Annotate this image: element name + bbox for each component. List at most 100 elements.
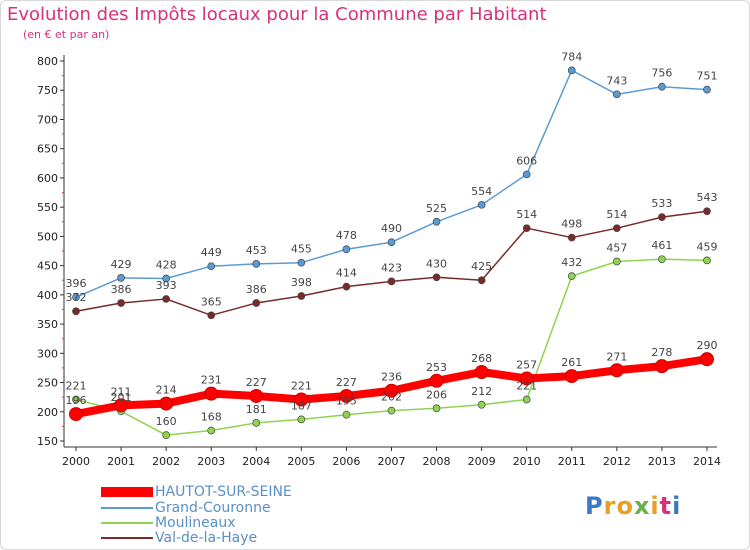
data-label: 160 <box>156 415 177 428</box>
data-label: 187 <box>291 399 312 412</box>
y-tick-label: 600 <box>37 172 58 185</box>
x-tick-label: 2003 <box>197 455 225 468</box>
data-label: 756 <box>651 67 672 80</box>
data-label: 490 <box>381 222 402 235</box>
legend-swatch <box>101 537 153 539</box>
logo-letter: t <box>659 492 673 520</box>
data-point <box>658 255 666 264</box>
data-label: 453 <box>246 244 267 257</box>
y-tick-label: 550 <box>37 201 58 214</box>
y-tick-label: 650 <box>37 143 58 156</box>
logo-letter: i <box>672 492 682 520</box>
data-label: 201 <box>111 391 132 404</box>
x-tick-label: 2000 <box>62 455 90 468</box>
data-point <box>297 258 306 267</box>
data-label: 372 <box>66 291 87 304</box>
legend-entry: Grand-Couronne <box>101 500 271 516</box>
data-label: 386 <box>246 283 267 296</box>
data-point <box>567 272 576 280</box>
data-point <box>384 383 399 398</box>
legend-label: Val-de-la-Haye <box>155 530 258 546</box>
data-label: 227 <box>246 376 267 389</box>
data-label: 278 <box>651 346 672 359</box>
data-point <box>342 282 351 291</box>
logo-letter: o <box>616 492 634 520</box>
legend-label: Grand-Couronne <box>155 500 271 516</box>
data-label: 455 <box>291 243 312 256</box>
y-tick-label: 450 <box>37 260 58 273</box>
data-label: 525 <box>426 202 447 215</box>
legend-entry: Moulineaux <box>101 515 236 531</box>
chart-subtitle: (en € et par an) <box>23 28 110 41</box>
data-point <box>204 386 219 401</box>
data-label: 253 <box>426 361 447 374</box>
data-point <box>117 299 125 307</box>
data-point <box>477 276 486 285</box>
data-label: 261 <box>561 356 582 369</box>
data-label: 181 <box>246 403 267 416</box>
data-point <box>342 410 351 419</box>
data-label: 257 <box>516 358 537 371</box>
logo-letter: P <box>585 492 604 520</box>
data-label: 206 <box>426 388 447 401</box>
data-point <box>252 299 261 307</box>
data-point <box>252 419 261 427</box>
data-label: 221 <box>66 379 87 392</box>
data-point <box>162 274 170 283</box>
logo-letter: x <box>633 492 651 520</box>
x-tick-label: 2014 <box>693 455 721 468</box>
data-point <box>699 352 714 367</box>
data-point <box>658 213 666 221</box>
proxiti-logo: Proxiti <box>585 492 681 520</box>
logo-letter: r <box>603 492 617 520</box>
data-label: 398 <box>291 276 312 289</box>
data-point <box>339 388 354 403</box>
x-tick-label: 2011 <box>558 455 586 468</box>
data-label: 430 <box>426 257 447 270</box>
legend-entry: Val-de-la-Haye <box>101 530 258 546</box>
x-tick-label: 2001 <box>107 455 135 468</box>
data-point <box>474 365 489 380</box>
data-label: 195 <box>336 395 357 408</box>
data-point <box>609 363 624 378</box>
x-tick-label: 2009 <box>468 455 496 468</box>
x-tick-label: 2004 <box>242 455 270 468</box>
data-point <box>567 233 576 242</box>
data-label: 214 <box>156 384 177 397</box>
y-tick-label: 150 <box>37 435 58 448</box>
y-tick-label: 250 <box>37 377 58 390</box>
x-tick-label: 2010 <box>513 455 541 468</box>
y-tick-label: 400 <box>37 289 58 302</box>
data-point <box>387 277 396 286</box>
data-point <box>72 293 80 302</box>
data-point <box>564 369 579 384</box>
data-point <box>519 371 534 386</box>
data-label: 543 <box>696 191 717 204</box>
data-point <box>522 224 531 233</box>
data-label: 227 <box>336 376 357 389</box>
data-point <box>429 373 444 388</box>
data-point <box>703 256 711 265</box>
data-point <box>342 245 351 254</box>
data-label: 212 <box>471 385 492 398</box>
data-point <box>207 262 216 271</box>
x-tick-label: 2007 <box>377 455 405 468</box>
data-label: 449 <box>201 246 222 259</box>
data-point <box>658 82 666 91</box>
data-label: 498 <box>561 218 582 231</box>
data-label: 554 <box>471 185 492 198</box>
chart-title: Evolution des Impôts locaux pour la Comm… <box>7 4 547 25</box>
data-label: 221 <box>516 379 537 392</box>
data-point <box>654 359 669 374</box>
data-point <box>69 407 83 422</box>
data-point <box>432 217 441 226</box>
data-point <box>387 238 396 247</box>
data-labels: 396 429 428 449 453 455 478 490 525 554 606 784 743 7… <box>66 50 718 428</box>
data-label: 533 <box>651 197 672 210</box>
data-label: 425 <box>471 260 492 273</box>
data-point <box>612 257 621 266</box>
legend-swatch <box>101 487 153 497</box>
y-tick-label: 500 <box>37 230 58 243</box>
data-label: 236 <box>381 371 402 384</box>
data-label: 514 <box>516 208 537 221</box>
